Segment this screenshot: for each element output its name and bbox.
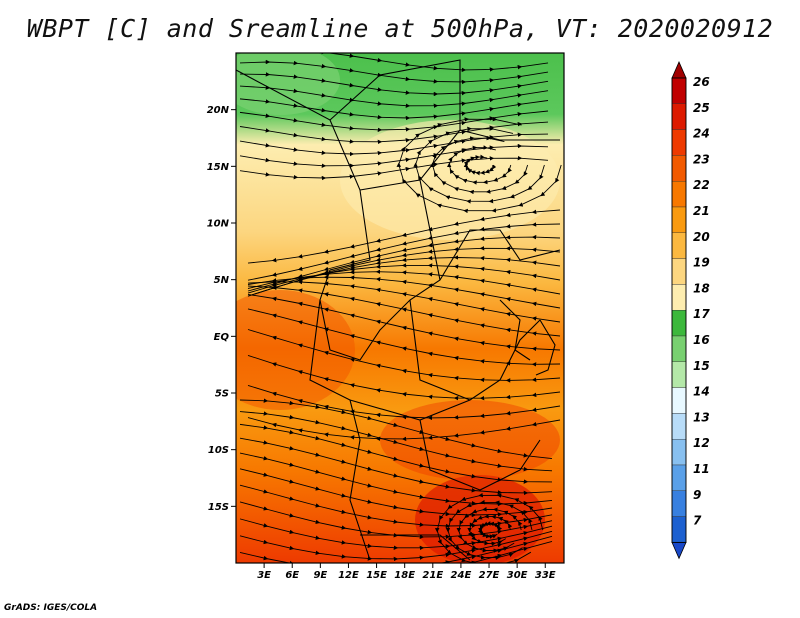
map-panel — [235, 52, 565, 564]
colorbar-segment — [671, 335, 687, 362]
lat-tick-label: EQ — [214, 332, 230, 343]
colorbar-segment — [671, 516, 687, 543]
colorbar-label: 19 — [693, 256, 710, 270]
lon-tick-label: 24E — [451, 570, 472, 581]
lat-tick-label: 5S — [215, 389, 229, 400]
colorbar-label: 24 — [693, 127, 710, 141]
colorbar-segment — [671, 490, 687, 517]
wbpt-green-region-nw — [236, 53, 340, 115]
colorbar-label: 18 — [693, 281, 710, 295]
streamline — [434, 492, 544, 563]
longitude-axis: 3E 6E 9E 12E 15E 18E 21E 24E 27E 30E 33E — [257, 563, 556, 581]
colorbar-label: 20 — [693, 230, 710, 244]
colorbar-label: 15 — [693, 359, 710, 373]
lat-tick-label: 20N — [207, 105, 230, 116]
lat-tick-label: 15N — [207, 162, 230, 173]
colorbar-segment — [671, 439, 687, 466]
colorbar-label: 26 — [693, 75, 710, 89]
colorbar-segment — [671, 206, 687, 233]
colorbar-label: 14 — [693, 385, 710, 399]
colorbar-label: 16 — [693, 333, 710, 347]
lon-tick-label: 21E — [422, 570, 443, 581]
streamline — [396, 116, 562, 214]
colorbar-segment — [671, 387, 687, 414]
colorbar-segment — [671, 103, 687, 130]
lon-tick-label: 18E — [394, 570, 415, 581]
colorbar-bottom-cap — [671, 542, 687, 560]
latitude-axis: 20N 15N 10N 5N EQ 5S 10S 15S — [207, 105, 236, 513]
lon-tick-label: 27E — [479, 570, 500, 581]
lon-tick-label: 15E — [366, 570, 387, 581]
colorbar-label: 22 — [693, 178, 710, 192]
colorbar-label: 9 — [693, 488, 701, 502]
wbpt-warm-region-southeast — [380, 400, 560, 480]
colorbar-label: 23 — [693, 152, 710, 166]
lon-tick-label: 33E — [535, 570, 556, 581]
lat-tick-label: 15S — [208, 502, 229, 513]
colorbar-segment — [671, 284, 687, 311]
lat-tick-label: 10N — [207, 219, 230, 230]
chart-title: WBPT [C] and Sreamline at 500hPa, VT: 20… — [26, 14, 774, 43]
colorbar-segment — [671, 464, 687, 491]
colorbar-segment — [671, 361, 687, 388]
lon-tick-label: 9E — [313, 570, 327, 581]
colorbar-label: 12 — [693, 436, 710, 450]
colorbar-segment — [671, 310, 687, 337]
colorbar-label: 11 — [693, 462, 710, 476]
colorbar: 26 25 24 23 22 21 20 19 18 17 16 15 14 13 12 11 9 7 — [671, 61, 710, 560]
lon-tick-label: 12E — [338, 570, 359, 581]
colorbar-segment — [671, 129, 687, 156]
colorbar-segment — [671, 258, 687, 285]
colorbar-segment — [671, 155, 687, 182]
country-borders — [236, 59, 561, 561]
lon-tick-label: 3E — [257, 570, 271, 581]
wbpt-cool-region-north — [340, 120, 560, 240]
colorbar-label: 21 — [693, 204, 710, 218]
colorbar-label: 7 — [693, 514, 702, 528]
colorbar-label: 13 — [693, 410, 710, 424]
colorbar-label: 17 — [693, 307, 710, 321]
colorbar-segment — [671, 232, 687, 259]
lon-tick-label: 6E — [285, 570, 299, 581]
colorbar-label: 25 — [693, 101, 710, 115]
lon-tick-label: 30E — [507, 570, 528, 581]
colorbar-segment — [671, 77, 687, 104]
lat-tick-label: 10S — [208, 445, 229, 456]
map-frame — [235, 52, 565, 564]
colorbar-segment — [671, 413, 687, 440]
lat-tick-label: 5N — [214, 275, 230, 286]
grads-credit: GrADS: IGES/COLA — [4, 603, 98, 613]
colorbar-frame — [671, 77, 687, 543]
colorbar-segment — [671, 180, 687, 208]
colorbar-top-cap — [671, 61, 687, 79]
